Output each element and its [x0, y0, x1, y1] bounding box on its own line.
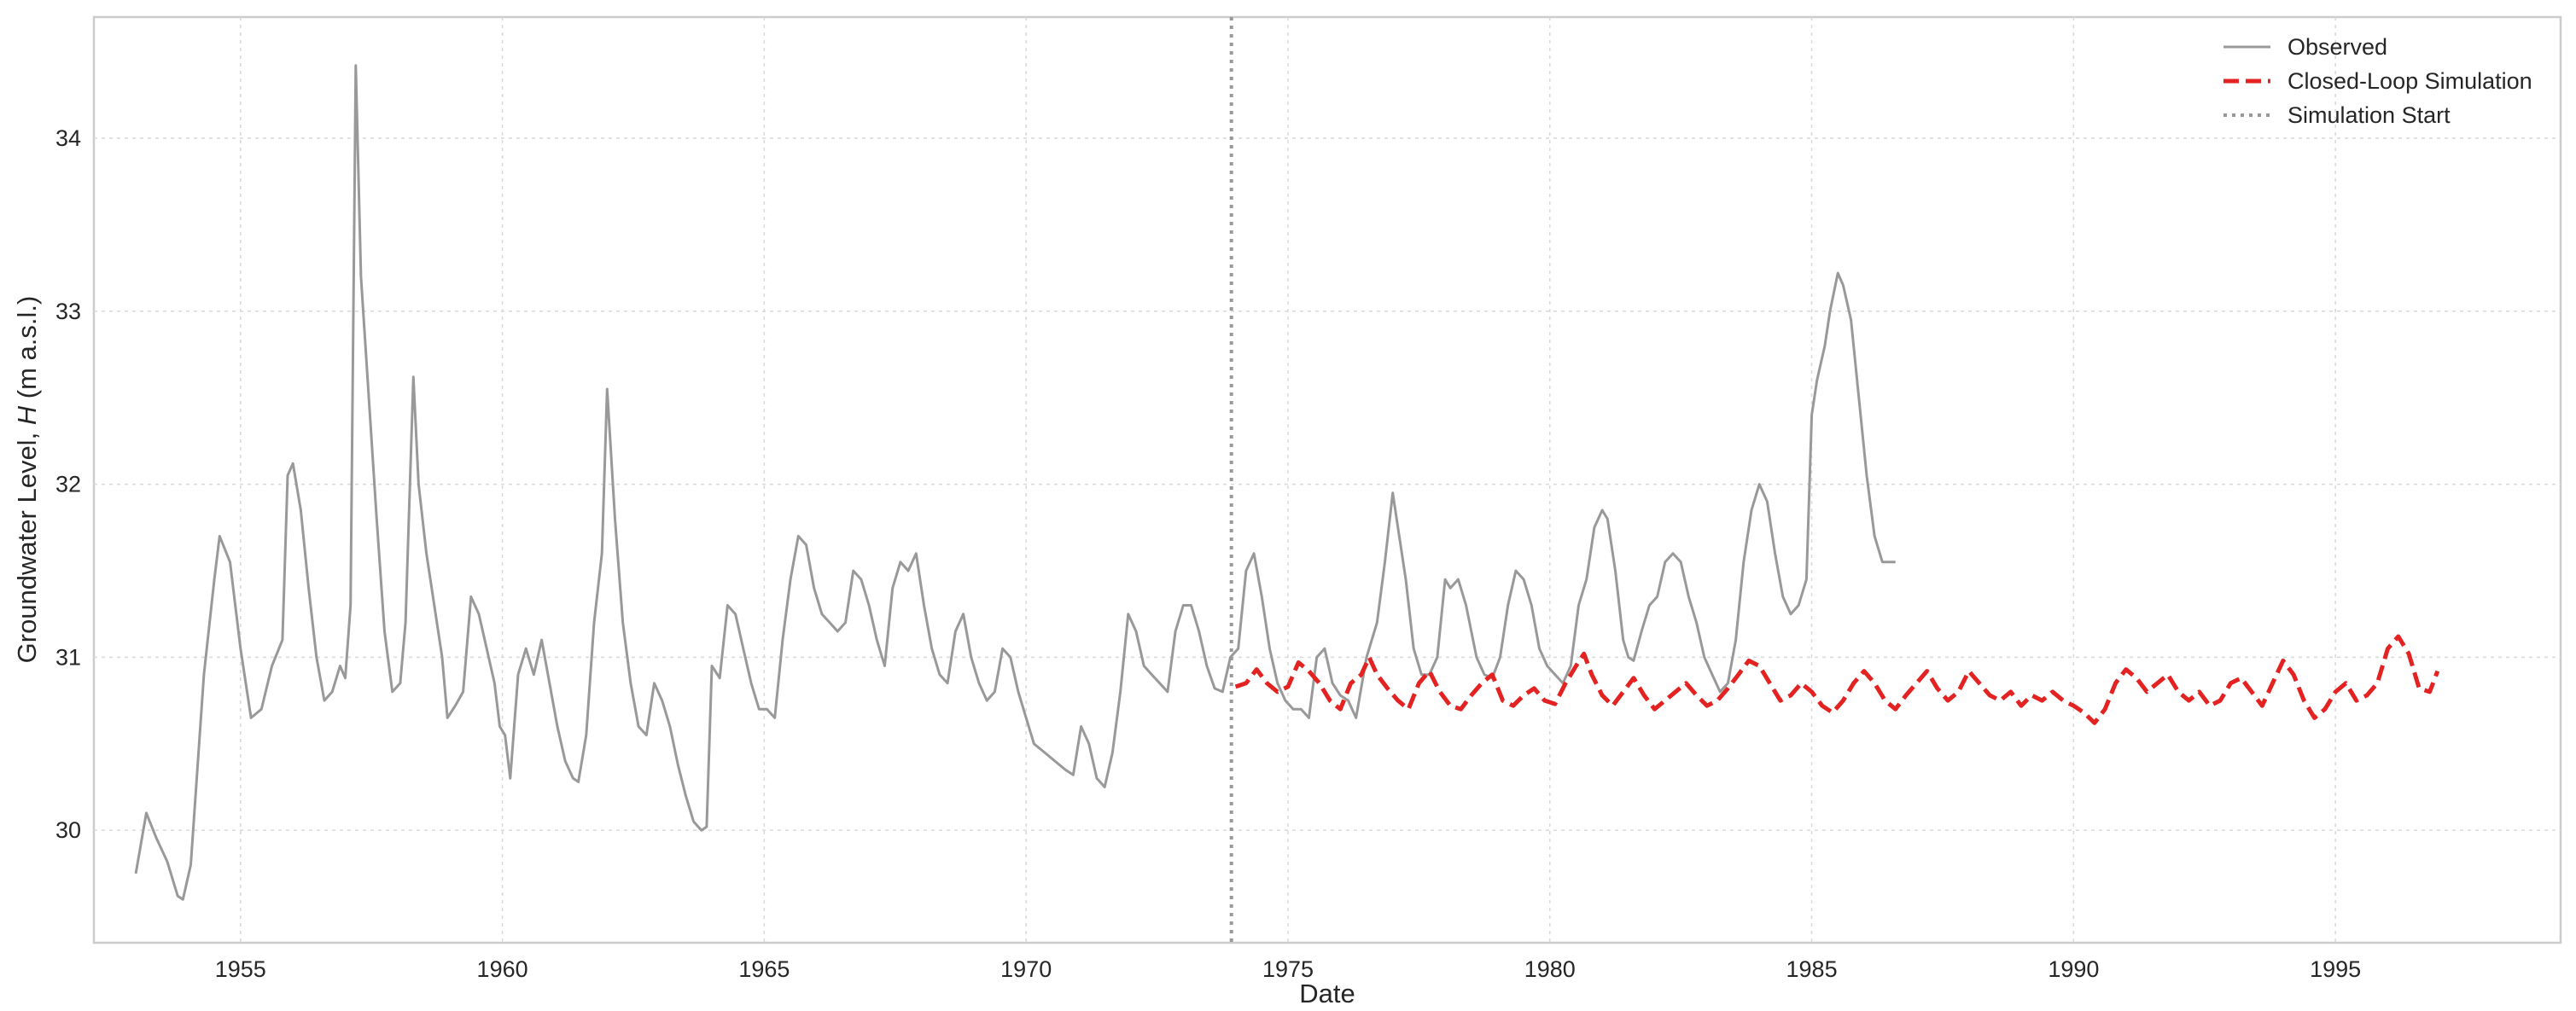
x-axis-label: Date	[1299, 979, 1355, 1008]
y-tick-label: 31	[55, 644, 81, 670]
x-tick-label: 1955	[215, 956, 266, 982]
x-tick-label: 1980	[1524, 956, 1576, 982]
simulation-series-line	[1234, 634, 2440, 725]
observed-series-line	[134, 64, 1896, 901]
y-axis-label-variable: H	[12, 405, 42, 425]
x-tick-label: 1995	[2310, 956, 2361, 982]
series	[134, 17, 2440, 943]
x-tick-label: 1990	[2048, 956, 2099, 982]
y-tick-label: 34	[55, 125, 81, 151]
x-tick-label: 1960	[477, 956, 528, 982]
x-tick-label: 1965	[738, 956, 790, 982]
y-axis-label-prefix: Groundwater Level,	[12, 425, 42, 663]
x-tick-label: 1985	[1786, 956, 1838, 982]
x-tick-label: 1975	[1262, 956, 1314, 982]
legend-label-simulation-start: Simulation Start	[2288, 102, 2451, 128]
plot-background	[92, 15, 2562, 944]
y-tick-label: 32	[55, 472, 81, 497]
legend: Observed Closed-Loop Simulation Simulati…	[2223, 34, 2532, 128]
legend-label-simulation: Closed-Loop Simulation	[2288, 68, 2532, 94]
y-tick-label: 33	[55, 299, 81, 324]
x-tick-label: 1970	[1000, 956, 1052, 982]
y-tick-label: 30	[55, 817, 81, 843]
legend-label-observed: Observed	[2288, 34, 2387, 60]
grid	[94, 17, 2561, 943]
y-axis-label-suffix: (m a.s.l.)	[12, 296, 42, 406]
y-axis-label: Groundwater Level, H (m a.s.l.)	[12, 296, 42, 664]
tick-labels: 1955 1960 1965 1970 1975 1980 1985 1990 1995 30 31…	[55, 125, 2361, 982]
